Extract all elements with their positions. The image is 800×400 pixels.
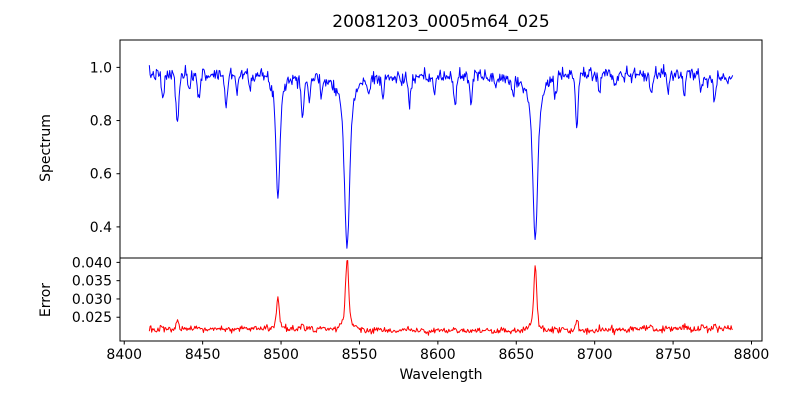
chart-title: 20081203_0005m64_025: [332, 12, 550, 32]
wavelength-xtick-label: 8750: [655, 347, 691, 363]
spectrum-ytick-label: 1.0: [90, 60, 112, 76]
error-line-series: [148, 259, 733, 336]
spectrum-ytick-label: 0.4: [90, 220, 112, 236]
error-ytick-label: 0.040: [72, 255, 112, 271]
wavelength-xtick-label: 8550: [342, 347, 378, 363]
wavelength-xtick-label: 8800: [734, 347, 770, 363]
error-axes-frame: [119, 257, 763, 342]
error-axis-label: Error: [38, 282, 54, 318]
wavelength-xtick-label: 8650: [498, 347, 534, 363]
spectrum-axis-label: Spectrum: [38, 114, 54, 182]
wavelength-xtick-label: 8450: [185, 347, 221, 363]
spectrum-ytick-label: 0.8: [90, 114, 112, 130]
wavelength-xtick-label: 8700: [577, 347, 613, 363]
spectrum-line-series: [148, 64, 734, 249]
wavelength-xtick-label: 8600: [420, 347, 456, 363]
error-ytick-label: 0.030: [72, 292, 112, 308]
wavelength-xtick-label: 8500: [263, 347, 299, 363]
wavelength-axis-label: Wavelength: [399, 367, 483, 383]
error-ytick-label: 0.025: [72, 310, 112, 326]
spectrum-ytick-label: 0.6: [90, 167, 112, 183]
error-ytick-label: 0.035: [72, 274, 112, 290]
wavelength-xtick-label: 8400: [106, 347, 142, 363]
